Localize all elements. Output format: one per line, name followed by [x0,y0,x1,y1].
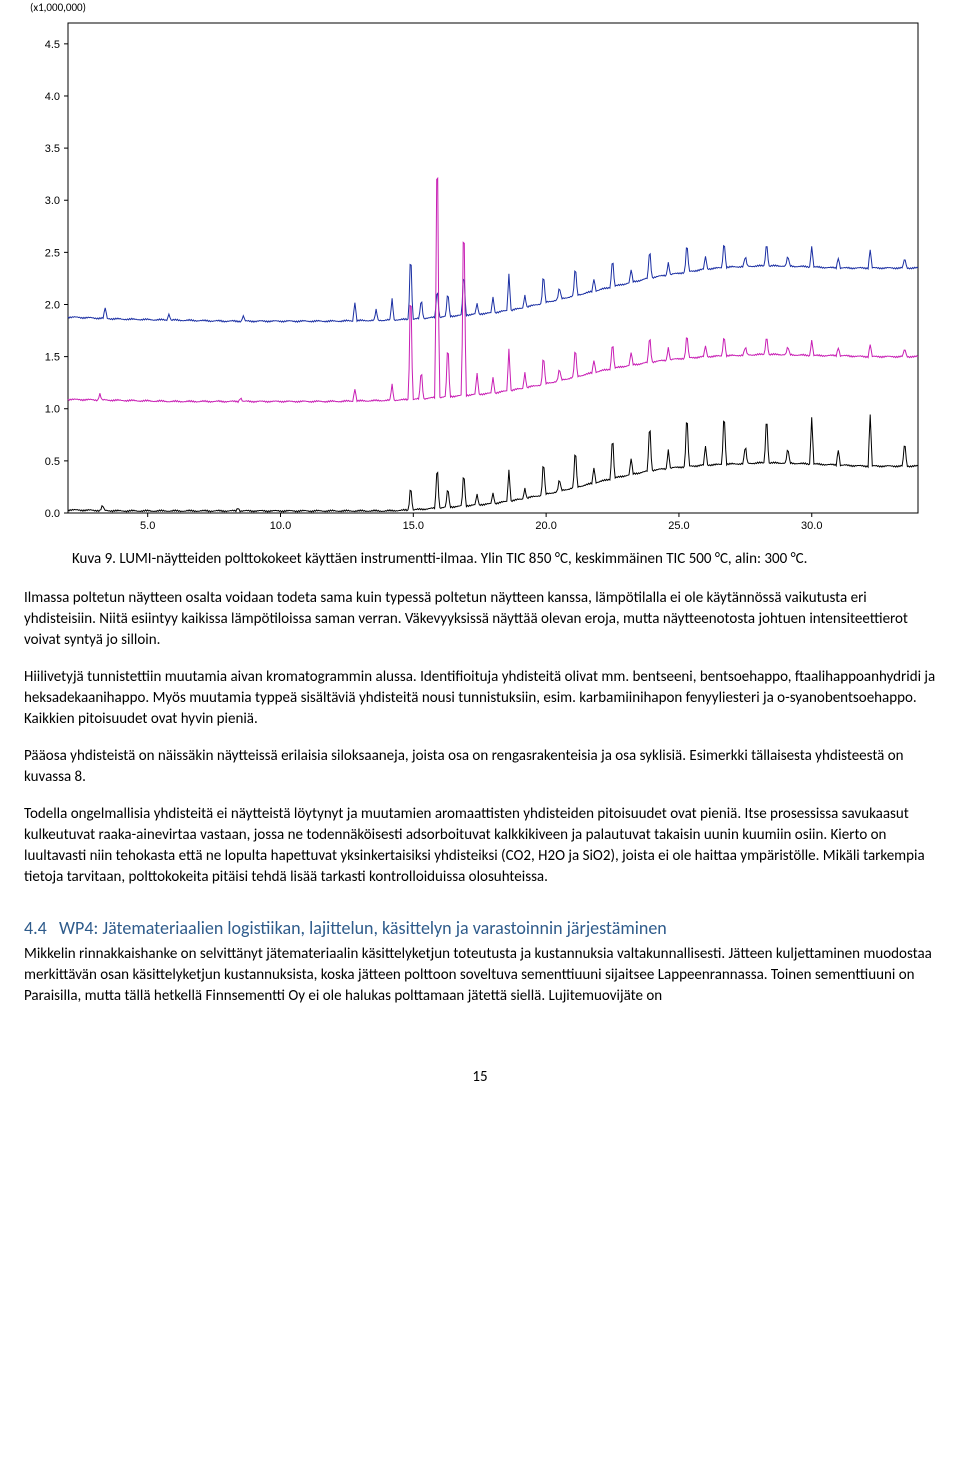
section-heading: 4.4 WP4: Jätemateriaalien logistiikan, l… [24,916,936,941]
page-number: 15 [24,1067,936,1088]
paragraph-2: Hiilivetyjä tunnistettiin muutamia aivan… [24,667,936,730]
svg-text:4.5: 4.5 [45,39,60,51]
paragraph-1: Ilmassa poltetun näytteen osalta voidaan… [24,588,936,651]
svg-text:0.5: 0.5 [45,456,60,468]
svg-text:0.0: 0.0 [45,508,60,520]
svg-text:30.0: 30.0 [801,520,822,532]
section-title: WP4: Jätemateriaalien logistiikan, lajit… [59,917,667,939]
svg-text:10.0: 10.0 [270,520,291,532]
paragraph-3: Pääosa yhdisteistä on näissäkin näytteis… [24,746,936,788]
svg-text:20.0: 20.0 [535,520,556,532]
svg-text:2.0: 2.0 [45,300,60,312]
figure-caption: Kuva 9. LUMI-näytteiden polttokokeet käy… [72,549,888,570]
chromatogram-chart: 4.5 4.0 3.5 3.0 2.5 2.0 1.5 1.0 0.5 0.0 5.0 10.0 15.… [24,17,924,537]
svg-text:4.0: 4.0 [45,91,60,103]
svg-text:25.0: 25.0 [668,520,689,532]
chart-scale-label: (x1,000,000) [30,0,936,15]
svg-text:1.5: 1.5 [45,352,60,364]
svg-text:3.5: 3.5 [45,143,60,155]
svg-text:3.0: 3.0 [45,196,60,208]
paragraph-4: Todella ongelmallisia yhdisteitä ei näyt… [24,804,936,888]
svg-text:2.5: 2.5 [45,248,60,260]
paragraph-5: Mikkelin rinnakkaishanke on selvittänyt … [24,944,936,1007]
svg-text:1.0: 1.0 [45,404,60,416]
svg-text:15.0: 15.0 [403,520,424,532]
svg-text:5.0: 5.0 [140,520,155,532]
section-number: 4.4 [24,917,47,939]
